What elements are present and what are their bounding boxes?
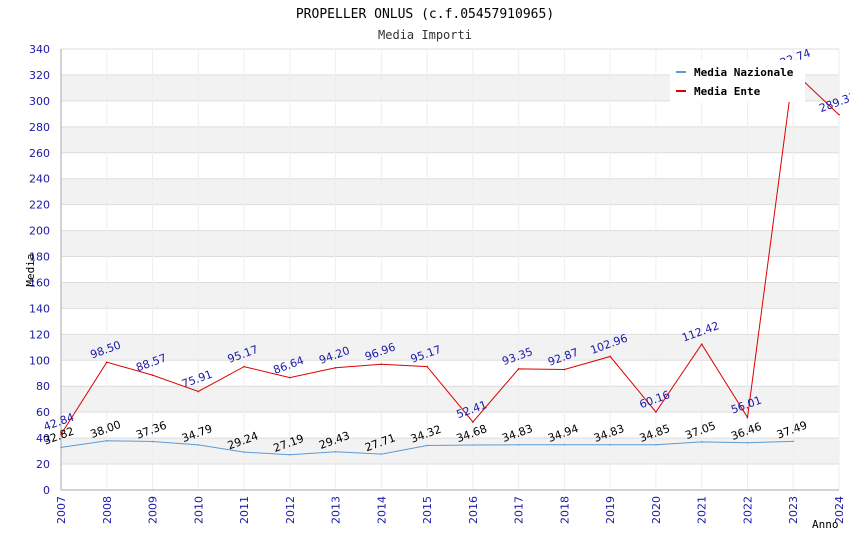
y-tick-label: 180 xyxy=(29,251,50,264)
x-tick-label: 2008 xyxy=(101,496,114,524)
y-tick-label: 340 xyxy=(29,43,50,56)
grid-bands xyxy=(61,74,839,465)
x-tick-label: 2013 xyxy=(330,496,343,524)
data-point xyxy=(517,444,520,446)
data-point xyxy=(105,439,108,442)
y-tick-label: 240 xyxy=(29,173,50,186)
data-point xyxy=(563,443,566,446)
x-axis-label: Anno xyxy=(812,518,839,531)
data-point xyxy=(380,453,383,455)
data-point xyxy=(289,453,291,456)
chart-title: PROPELLER ONLUS (c.f.05457910965) xyxy=(296,7,554,22)
x-tick-label: 2012 xyxy=(284,496,297,524)
y-tick-label: 0 xyxy=(43,484,50,497)
data-point xyxy=(334,451,337,453)
x-tick-label: 2022 xyxy=(741,496,754,524)
grid-band xyxy=(61,178,839,205)
data-point xyxy=(151,374,154,376)
y-tick-label: 40 xyxy=(36,432,50,445)
axes xyxy=(60,49,839,491)
data-point xyxy=(792,440,795,443)
series-layer xyxy=(60,70,840,456)
data-point xyxy=(105,361,108,364)
data-point xyxy=(609,355,611,358)
y-tick-label: 320 xyxy=(29,69,50,82)
data-point xyxy=(472,421,474,423)
y-tick-label: 220 xyxy=(29,199,50,212)
series-line-media-ente xyxy=(60,70,840,435)
chart-subtitle: Media Importi xyxy=(378,28,472,42)
x-tick-label: 2021 xyxy=(696,496,709,524)
y-tick-label: 20 xyxy=(36,458,50,471)
data-point xyxy=(60,446,62,449)
grid-band xyxy=(61,386,839,413)
legend-label: Media Ente xyxy=(694,85,761,98)
x-tick-label: 2016 xyxy=(467,496,480,524)
y-tick-label: 260 xyxy=(29,147,50,160)
grid-band xyxy=(61,126,839,153)
data-point xyxy=(472,444,474,446)
legend-label: Media Nazionale xyxy=(694,66,794,79)
x-tick-label: 2017 xyxy=(513,496,526,524)
data-point xyxy=(746,416,749,419)
data-point xyxy=(655,411,657,413)
x-tick-label: 2010 xyxy=(192,496,205,524)
y-tick-label: 100 xyxy=(29,354,50,367)
x-tick-label: 2019 xyxy=(604,496,617,524)
data-point xyxy=(426,365,428,368)
y-tick-label: 300 xyxy=(29,95,50,108)
data-point xyxy=(334,367,337,369)
legend-box xyxy=(670,60,805,102)
data-label: 38.00 xyxy=(89,418,123,441)
y-axis-label: Media xyxy=(24,253,37,286)
data-point xyxy=(609,444,611,446)
data-point xyxy=(60,433,62,436)
data-point xyxy=(655,443,657,446)
x-tick-label: 2009 xyxy=(147,496,160,524)
x-ticks: 2007 2008 2009 2010 2011 2012 2013 2014 2015 2016… xyxy=(55,496,846,524)
data-point xyxy=(426,444,428,447)
y-tick-label: 200 xyxy=(29,225,50,238)
x-tick-label: 2020 xyxy=(650,496,663,524)
data-point xyxy=(197,390,200,393)
y-tick-label: 60 xyxy=(36,406,50,419)
y-tick-label: 160 xyxy=(29,276,50,289)
grid-band xyxy=(61,282,839,309)
grid-band xyxy=(61,334,839,361)
data-point xyxy=(517,368,520,370)
x-tick-label: 2015 xyxy=(421,496,434,524)
x-tick-label: 2014 xyxy=(375,496,388,524)
data-point xyxy=(700,343,703,345)
gridlines xyxy=(60,48,840,491)
legend: Media Nazionale Media Ente xyxy=(670,60,805,102)
y-ticks: 0 20 40 60 80 100 120 140 160 180 200 220 240 260 280 3… xyxy=(29,43,50,497)
x-tick-label: 2011 xyxy=(238,496,251,524)
data-point xyxy=(197,444,200,446)
data-point xyxy=(700,441,703,443)
x-tick-label: 2023 xyxy=(787,496,800,524)
x-tick-label: 2018 xyxy=(558,496,571,524)
y-tick-label: 80 xyxy=(36,380,50,393)
x-tick-label: 2024 xyxy=(833,496,846,524)
data-point xyxy=(746,441,749,444)
data-point xyxy=(151,440,154,443)
data-point xyxy=(243,365,245,368)
data-point xyxy=(243,451,245,453)
data-point xyxy=(289,376,291,379)
x-tick-label: 2007 xyxy=(55,496,68,524)
data-point xyxy=(563,368,566,371)
y-tick-label: 120 xyxy=(29,328,50,341)
data-point xyxy=(380,363,383,366)
grid-band xyxy=(61,230,839,257)
y-tick-label: 280 xyxy=(29,121,50,134)
y-tick-label: 140 xyxy=(29,302,50,315)
data-point xyxy=(838,113,840,116)
